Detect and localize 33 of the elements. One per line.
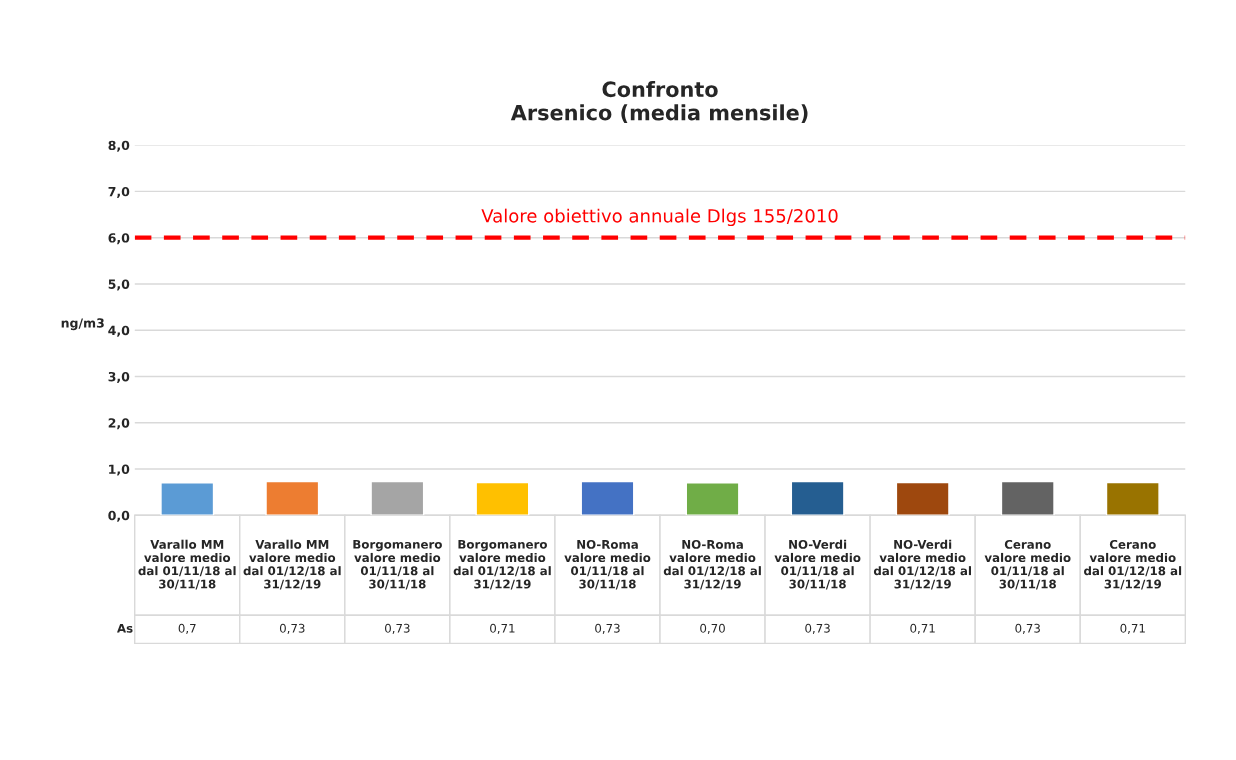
data-label: 0,70 <box>700 623 725 634</box>
ref-line-label: Valore obiettivo annuale Dlgs 155/2010 <box>481 208 838 227</box>
y-axis-title: ng/m3 <box>61 318 104 331</box>
x-tick-label: Borgomanero valore medio dal 01/12/18 al 31/12/19 <box>453 539 551 590</box>
data-label: 0,73 <box>1015 623 1040 634</box>
y-tick-label: 6,0 <box>108 233 130 245</box>
data-label: 0,73 <box>805 623 830 634</box>
x-tick-label: Cerano valore medio dal 01/12/18 al 31/12/19 <box>1084 539 1182 590</box>
x-tick-label: Cerano valore medio 01/11/18 al 30/11/18 <box>984 539 1071 590</box>
y-tick-label: 7,0 <box>108 186 130 198</box>
y-tick-label: 5,0 <box>108 279 130 291</box>
x-tick-label: Varallo MM valore medio dal 01/11/18 al 30/11/18 <box>138 539 236 590</box>
x-tick-label: Varallo MM valore medio dal 01/12/18 al 31/12/19 <box>243 539 341 590</box>
y-tick-label: 1,0 <box>109 464 130 476</box>
x-tick-label: NO-Roma valore medio dal 01/12/18 al 31/12/19 <box>663 539 761 590</box>
data-label: 0,71 <box>490 623 515 634</box>
data-label: 0,73 <box>595 623 620 634</box>
x-tick-label: NO-Verdi valore medio dal 01/12/18 al 31/12/19 <box>873 539 971 590</box>
data-label: 0,73 <box>385 623 410 634</box>
x-tick-label: NO-Verdi valore medio 01/11/18 al 30/11/18 <box>774 539 861 590</box>
data-label: 0,7 <box>178 623 196 634</box>
chart-title: Confronto Arsenico (media mensile) <box>510 81 808 123</box>
y-tick-label: 0,0 <box>108 510 130 522</box>
y-tick-label: 3,0 <box>108 371 130 384</box>
y-tick-label: 2,0 <box>108 418 130 430</box>
text: As <box>117 623 133 633</box>
data-label: 0,71 <box>910 623 935 634</box>
x-tick-label: NO-Roma valore medio 01/11/18 al 30/11/18 <box>564 539 651 590</box>
x-tick-label: Borgomanero valore medio 01/11/18 al 30/11/18 <box>353 539 442 590</box>
data-label: 0,73 <box>279 623 305 634</box>
data-label: 0,71 <box>1120 623 1145 634</box>
y-tick-label: 8,0 <box>108 140 130 152</box>
y-tick-label: 4,0 <box>108 325 130 337</box>
